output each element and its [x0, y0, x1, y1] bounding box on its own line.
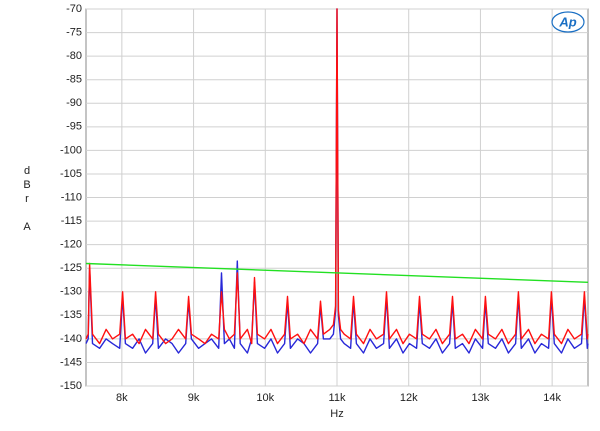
x-tick-label: 13k: [472, 392, 490, 404]
y-tick-label: -95: [66, 121, 82, 133]
x-tick-label: 9k: [188, 392, 200, 404]
y-tick-label: -115: [61, 215, 82, 227]
y-tick-label: -130: [60, 286, 82, 298]
x-tick-label: 14k: [543, 392, 561, 404]
y-tick-label: -110: [61, 191, 82, 203]
y-tick-label: -125: [60, 262, 82, 274]
series-line: [85, 8, 589, 345]
y-tick-label: -80: [66, 50, 82, 62]
x-tick-label: 10k: [256, 392, 274, 404]
y-tick-label: -150: [60, 380, 82, 392]
y-tick-label: -85: [66, 74, 82, 86]
y-tick-label: -120: [60, 239, 82, 251]
x-tick-label: 12k: [400, 392, 418, 404]
x-axis-label: Hz: [330, 408, 343, 420]
logo: Ap: [558, 14, 576, 29]
x-tick-label: 8k: [116, 392, 128, 404]
y-tick-label: -75: [66, 26, 82, 38]
x-tick-label: 11k: [329, 392, 346, 404]
y-tick-label: -90: [66, 97, 82, 109]
y-tick-label: -140: [60, 333, 82, 345]
y-tick-label: -70: [66, 3, 82, 15]
series-line: [85, 262, 589, 283]
logo-ring: [551, 11, 585, 33]
y-tick-label: -100: [60, 144, 82, 156]
y-axis-label: dBr A: [21, 165, 33, 235]
y-tick-label: -135: [60, 309, 82, 321]
y-tick-label: -145: [60, 356, 82, 368]
y-tick-label: -105: [60, 168, 82, 180]
